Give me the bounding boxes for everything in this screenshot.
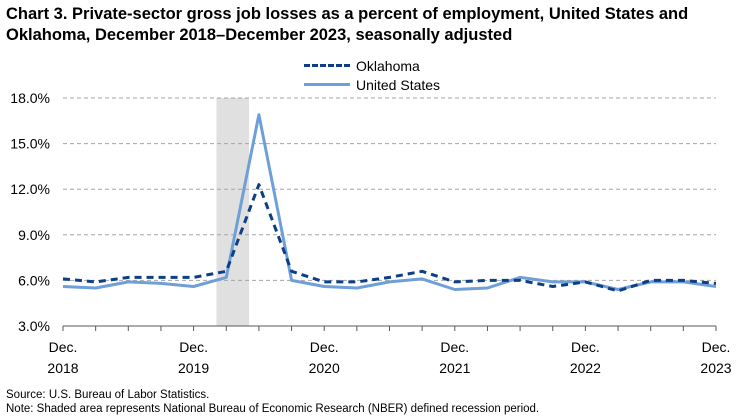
x-tick-label-month: Dec. [49,339,78,355]
y-tick-label: 6.0% [18,272,50,288]
y-tick-label: 18.0% [10,90,50,106]
y-tick-label: 12.0% [10,181,50,197]
x-tick-label-year: 2018 [47,360,78,376]
x-tick-label-month: Dec. [310,339,339,355]
source-note: Source: U.S. Bureau of Labor Statistics. [6,389,210,401]
y-tick-label: 15.0% [10,136,50,152]
shading-note: Note: Shaded area represents National Bu… [6,403,540,415]
legend-label-oklahoma: Oklahoma [356,57,420,74]
x-tick-label-month: Dec. [702,339,731,355]
y-tick-label: 3.0% [18,318,50,334]
legend-item-oklahoma: Oklahoma [304,56,440,75]
x-tick-label-month: Dec. [571,339,600,355]
series-line-oklahoma [62,183,717,293]
y-tick-label: 9.0% [18,227,50,243]
series-line-united-states [62,113,717,291]
x-tick-label-year: 2020 [309,360,340,376]
legend-item-united-states: United States [304,75,440,94]
x-tick-label-year: 2022 [570,360,601,376]
x-tick-label-month: Dec. [440,339,469,355]
footnotes: Source: U.S. Bureau of Labor Statistics.… [6,388,539,416]
chart-title: Chart 3. Private-sector gross job losses… [6,5,689,44]
x-tick-label-year: 2023 [700,360,731,376]
legend-swatch-oklahoma [304,64,350,67]
legend-swatch-united-states [304,83,350,86]
x-tick-label-year: 2019 [178,360,209,376]
recession-shading [216,98,250,326]
x-tick-label-year: 2021 [439,360,470,376]
legend-label-united-states: United States [356,76,441,93]
legend: Oklahoma United States [304,56,440,94]
x-tick-label-month: Dec. [179,339,208,355]
